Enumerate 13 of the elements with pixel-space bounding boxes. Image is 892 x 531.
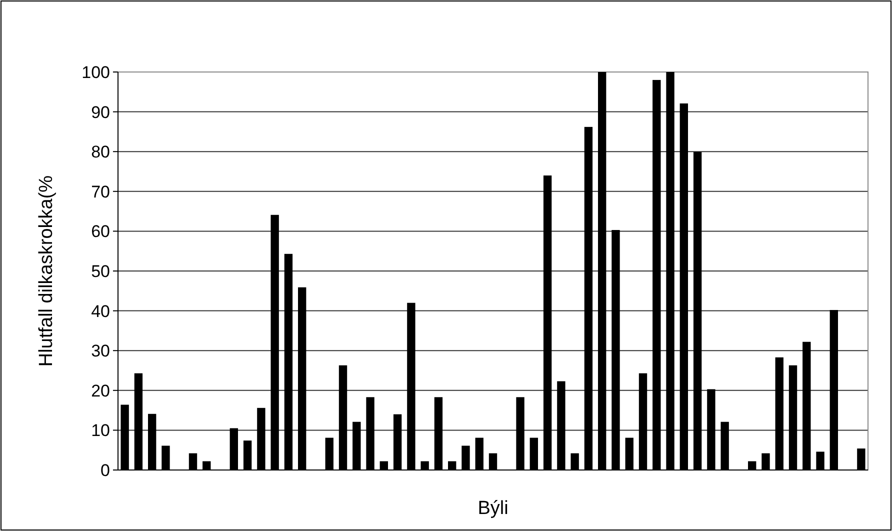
x-axis-title: Býli: [478, 498, 508, 519]
y-tick-label: 90: [91, 102, 110, 122]
y-tick-label: 20: [91, 381, 110, 400]
y-tick-label: 10: [91, 421, 110, 440]
y-tick-label: 50: [91, 262, 110, 281]
y-tick-label: 30: [91, 342, 110, 361]
y-tick-label: 60: [91, 222, 110, 242]
y-tick-label: 80: [91, 142, 110, 162]
y-tick-label: 40: [91, 302, 110, 321]
y-tick-label: 100: [82, 62, 110, 82]
y-tick-label: 70: [91, 182, 110, 202]
y-tick-label: 0: [100, 460, 110, 480]
y-axis-title: Hlutfall dilkaskrokka(%: [36, 175, 57, 367]
